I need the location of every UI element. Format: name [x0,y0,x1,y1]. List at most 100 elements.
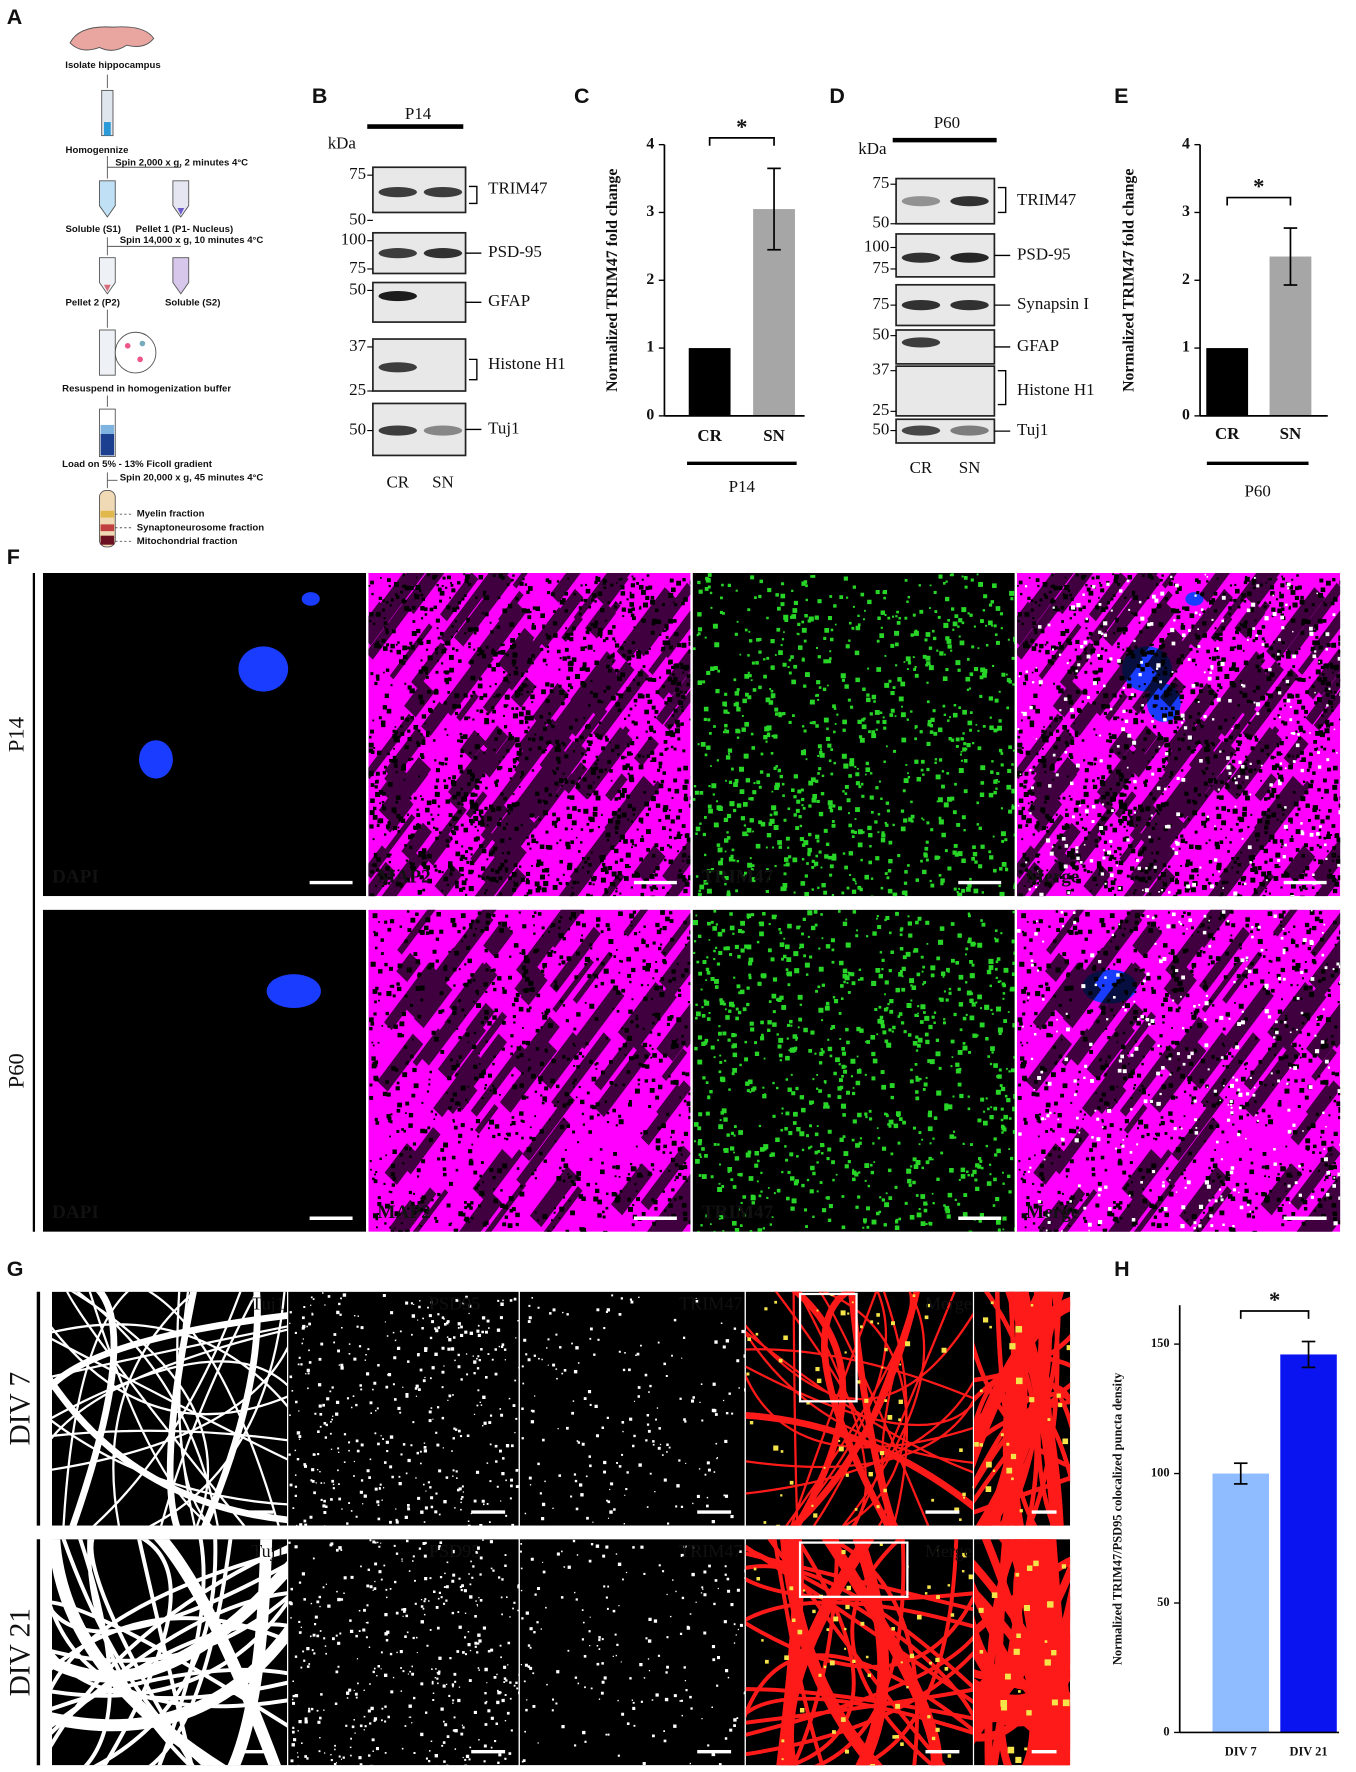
micrograph: PSD95 [288,1539,519,1766]
lane-label: CR [386,473,409,492]
step: Myelin fraction [137,509,205,520]
pellet [103,284,111,292]
step: Homogennize [66,145,129,156]
step: Spin 14,000 x g, 10 minutes 4°C [120,235,264,246]
error-bar [1233,1462,1248,1485]
y-axis-label: Normalized TRIM47 fold change [1121,169,1138,392]
protein-label: PSD-95 [1017,244,1071,263]
protein-label: Histone H1 [488,354,566,373]
y-tick-label: 0 [1182,407,1190,424]
protein-label: PSD-95 [488,242,542,261]
micrograph-background [519,1291,745,1526]
channel-label: Tuj1 [251,1293,285,1313]
step: Soluble (S1) [66,224,121,235]
timepoint-label: P60 [934,113,960,132]
bar [688,348,731,416]
marker-label: 50 [872,325,889,344]
x-tick-label: CR [697,426,722,445]
panel-label: C [574,84,590,108]
nucleus [1185,592,1204,606]
fraction [100,535,115,545]
neurites-thick [745,1291,973,1526]
blot-band [901,300,941,311]
blot-strip [895,365,996,417]
dark-region [377,909,691,1232]
marker-label: 37 [349,336,366,355]
micrograph: TRIM47 [519,1539,745,1766]
tube [98,257,116,295]
blot-band [950,196,989,207]
lane-label: SN [959,458,981,477]
x-tick-label: DIV 7 [1225,1745,1257,1759]
error-bar [767,167,781,251]
channel-label: TRIM47 [702,866,774,887]
nucleus [138,740,173,779]
step: Synaptoneurosome fraction [137,522,265,533]
tube [172,180,190,218]
y-axis-label: Normalized TRIM47 fold change [604,169,621,392]
micrograph-background [692,572,1015,897]
dot [139,340,146,347]
micrograph [974,1291,1071,1526]
protein-label: Synapsin I [1017,294,1089,313]
tube [172,257,190,295]
zoom-circle [114,331,157,374]
pellet [177,207,185,215]
dot [137,356,143,363]
micrograph: TRIM47 [519,1291,745,1526]
bar [1212,1473,1269,1733]
channel-label: DAPI [52,1202,99,1223]
micrograph-background [288,1291,519,1526]
blot-band [950,300,989,311]
channel-label: TRIM47 [679,1541,742,1561]
dark-region [1016,572,1341,897]
blot-band [901,196,941,207]
marker-label: 75 [349,258,366,277]
blot-band [378,425,417,436]
micrograph: PSD95 [288,1291,519,1526]
group-label: P60 [1245,482,1271,501]
blot-band [901,337,941,348]
significance-label: * [1253,174,1264,199]
x-tick-label: SN [763,426,785,445]
dark-region [368,572,691,897]
step: Isolate hippocampus [65,60,160,71]
marker-label: 100 [341,230,366,249]
step: Pellet 2 (P2) [66,297,120,308]
channel-label: Merge [1026,1202,1080,1223]
step: Spin 20,000 x g, 45 minutes 4°C [120,473,264,484]
step: Spin 2,000 x g, 2 minutes 4°C [115,157,248,168]
marker-label: 25 [872,400,889,419]
channel-label: DAPI [52,866,99,887]
lane-label: CR [910,458,933,477]
zoom-box [798,1292,858,1403]
colocalized-puncta [1017,573,1341,897]
puncta [519,1539,745,1766]
blot-band [950,252,989,263]
flowchart-icons [69,26,190,548]
step: Load on 5% - 13% Ficoll gradient [62,459,213,470]
marker-label: 50 [872,419,889,438]
marker-label: 100 [864,236,889,255]
micrograph [692,572,1015,897]
protein-label: Tuj1 [1017,420,1048,439]
marker-label: 25 [349,380,366,399]
y-tick-label: 4 [1182,135,1190,152]
row-label: P14 [3,717,28,752]
protein-label: TRIM47 [488,179,547,198]
micrograph [1016,572,1341,897]
protein-label: Histone H1 [1017,380,1095,399]
dark-speckle [368,573,691,897]
panel-label: H [1114,1257,1130,1281]
step: Soluble (S2) [165,297,220,308]
x-tick-label: CR [1215,424,1240,443]
micrograph [42,572,367,897]
step: Pellet 1 (P1- Nucleus) [136,224,234,235]
panel-label: B [312,84,328,108]
zoom-box [798,1541,909,1598]
protein-label: Tuj1 [488,418,519,437]
x-tick-label: DIV 21 [1289,1745,1327,1759]
blot-band [378,187,417,198]
nucleus [266,974,321,1009]
